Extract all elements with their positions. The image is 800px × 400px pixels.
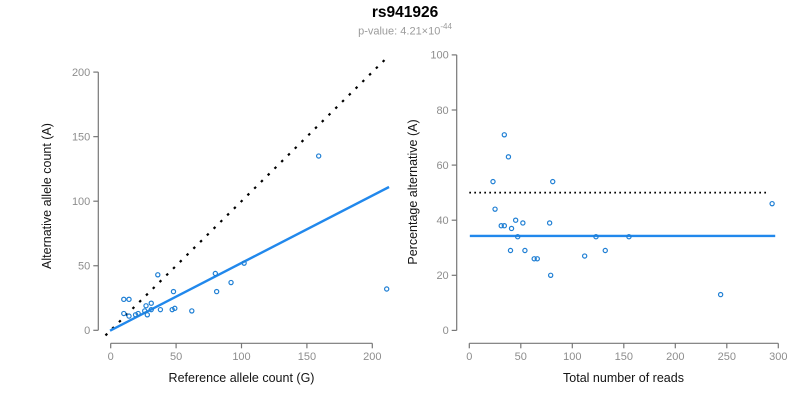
data-point [512, 217, 519, 223]
data-point [157, 306, 164, 313]
data-point [213, 288, 220, 295]
data-point [135, 310, 141, 317]
data-point [534, 256, 540, 262]
right-scatter-plot: 0 20 40 60 80 100 0 50 100 150 200 250 300 Total numb… [406, 50, 787, 385]
data-point [142, 308, 148, 314]
pvalue-exponent: -44 [440, 22, 452, 31]
data-point [143, 303, 149, 309]
data-point [492, 206, 498, 212]
data-point [315, 153, 322, 159]
y-tick-label: 40 [436, 215, 448, 227]
data-point [522, 247, 528, 254]
x-tick-label: 0 [466, 351, 472, 363]
y-tick-label: 100 [72, 196, 90, 208]
data-point [505, 154, 512, 160]
data-point [531, 256, 537, 262]
data-point [507, 247, 514, 254]
data-point [520, 220, 526, 226]
data-point [593, 234, 599, 240]
y-axis-title: Percentage alternative (A) [406, 119, 420, 264]
data-point [155, 272, 161, 278]
data-point [602, 247, 608, 254]
data-point [172, 305, 178, 312]
data-point [508, 225, 515, 232]
identity-line [104, 56, 389, 337]
data-point [241, 260, 247, 266]
data-point [501, 223, 508, 229]
pvalue-base: p-value: 4.21×10 [358, 25, 441, 38]
data-point [501, 132, 508, 138]
x-tick-label: 50 [170, 351, 182, 363]
x-tick-label: 50 [515, 351, 527, 363]
data-point [169, 306, 175, 313]
x-axis-title: Total number of reads [563, 371, 684, 385]
data-point [498, 223, 504, 229]
data-point [121, 310, 127, 317]
data-point [148, 306, 154, 313]
y-tick-label: 0 [443, 325, 449, 337]
x-tick-label: 200 [363, 351, 381, 363]
y-tick-label: 20 [436, 270, 448, 282]
data-point [144, 312, 151, 318]
left-scatter-plot: 0 50 100 150 200 0 50 100 150 200 Reference allele… [40, 56, 390, 385]
y-tick-label: 200 [72, 67, 90, 79]
data-point [132, 312, 139, 318]
y-tick-label: 50 [78, 261, 90, 273]
y-axis-title: Alternative allele count (A) [40, 123, 54, 269]
x-tick-label: 150 [298, 351, 316, 363]
data-point [121, 296, 127, 303]
y-tick-label: 0 [84, 325, 90, 337]
x-tick-label: 100 [232, 351, 250, 363]
data-point [170, 288, 177, 295]
data-point [126, 296, 132, 303]
data-point [148, 300, 154, 306]
data-point [769, 200, 775, 207]
data-point [546, 220, 553, 226]
data-point [212, 270, 219, 277]
data-point [550, 178, 556, 185]
x-tick-label: 100 [563, 351, 581, 363]
x-tick-label: 0 [108, 351, 114, 363]
x-tick-label: 150 [615, 351, 633, 363]
y-tick-label: 100 [430, 50, 448, 62]
data-point [383, 286, 390, 292]
data-point [189, 308, 195, 314]
data-point [490, 178, 496, 185]
data-point [717, 291, 724, 298]
y-tick-label: 150 [72, 131, 90, 143]
data-point [228, 279, 234, 286]
x-tick-label: 300 [769, 351, 787, 363]
y-tick-label: 60 [436, 160, 448, 172]
pvalue-subtitle: p-value: 4.21×10-44 [358, 22, 452, 38]
y-tick-label: 80 [436, 105, 448, 117]
data-point [126, 313, 132, 319]
x-tick-label: 200 [666, 351, 684, 363]
data-point [626, 234, 632, 240]
x-axis-title: Reference allele count (G) [169, 371, 315, 385]
regression-line [109, 185, 390, 332]
page-title: rs941926 [371, 4, 439, 21]
data-point [515, 234, 521, 240]
data-point [547, 272, 554, 278]
x-tick-label: 250 [718, 351, 736, 363]
data-point [581, 253, 588, 259]
